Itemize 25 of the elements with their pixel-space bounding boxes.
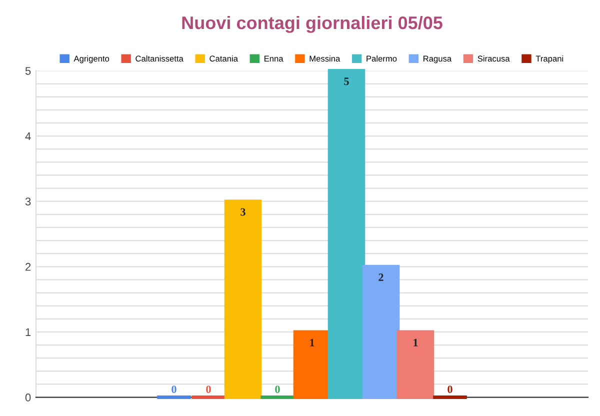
chart-title: Nuovi contagi giornalieri 05/05 [182,16,442,33]
data-label: 3 [240,208,246,216]
legend-label: Catania [210,55,238,62]
legend-label: Agrigento [74,55,110,64]
y-tick-label: 4 [25,132,31,140]
data-label: 1 [310,338,314,346]
legend-label: Caltanissetta [136,55,184,62]
legend-label: Palermo [366,55,397,62]
data-label: 2 [378,274,384,281]
data-label: 0 [448,386,452,394]
y-tick-label: 0 [25,394,31,402]
legend-label: Siracusa [478,55,510,62]
y-tick-label: 5 [25,67,31,75]
legend-label: Ragusa [424,56,452,64]
y-tick-label: 3 [25,198,31,206]
data-label: 0 [275,386,280,394]
data-label: 0 [206,386,211,394]
y-tick-label: 1 [26,328,31,336]
legend-label: Enna [264,56,284,62]
legend-label: Trapani [536,55,564,64]
data-label: 0 [172,386,176,394]
y-tick-label: 2 [26,262,31,271]
legend-label: Messina [310,55,340,62]
data-label: 1 [414,338,418,346]
data-label: 5 [344,78,349,86]
